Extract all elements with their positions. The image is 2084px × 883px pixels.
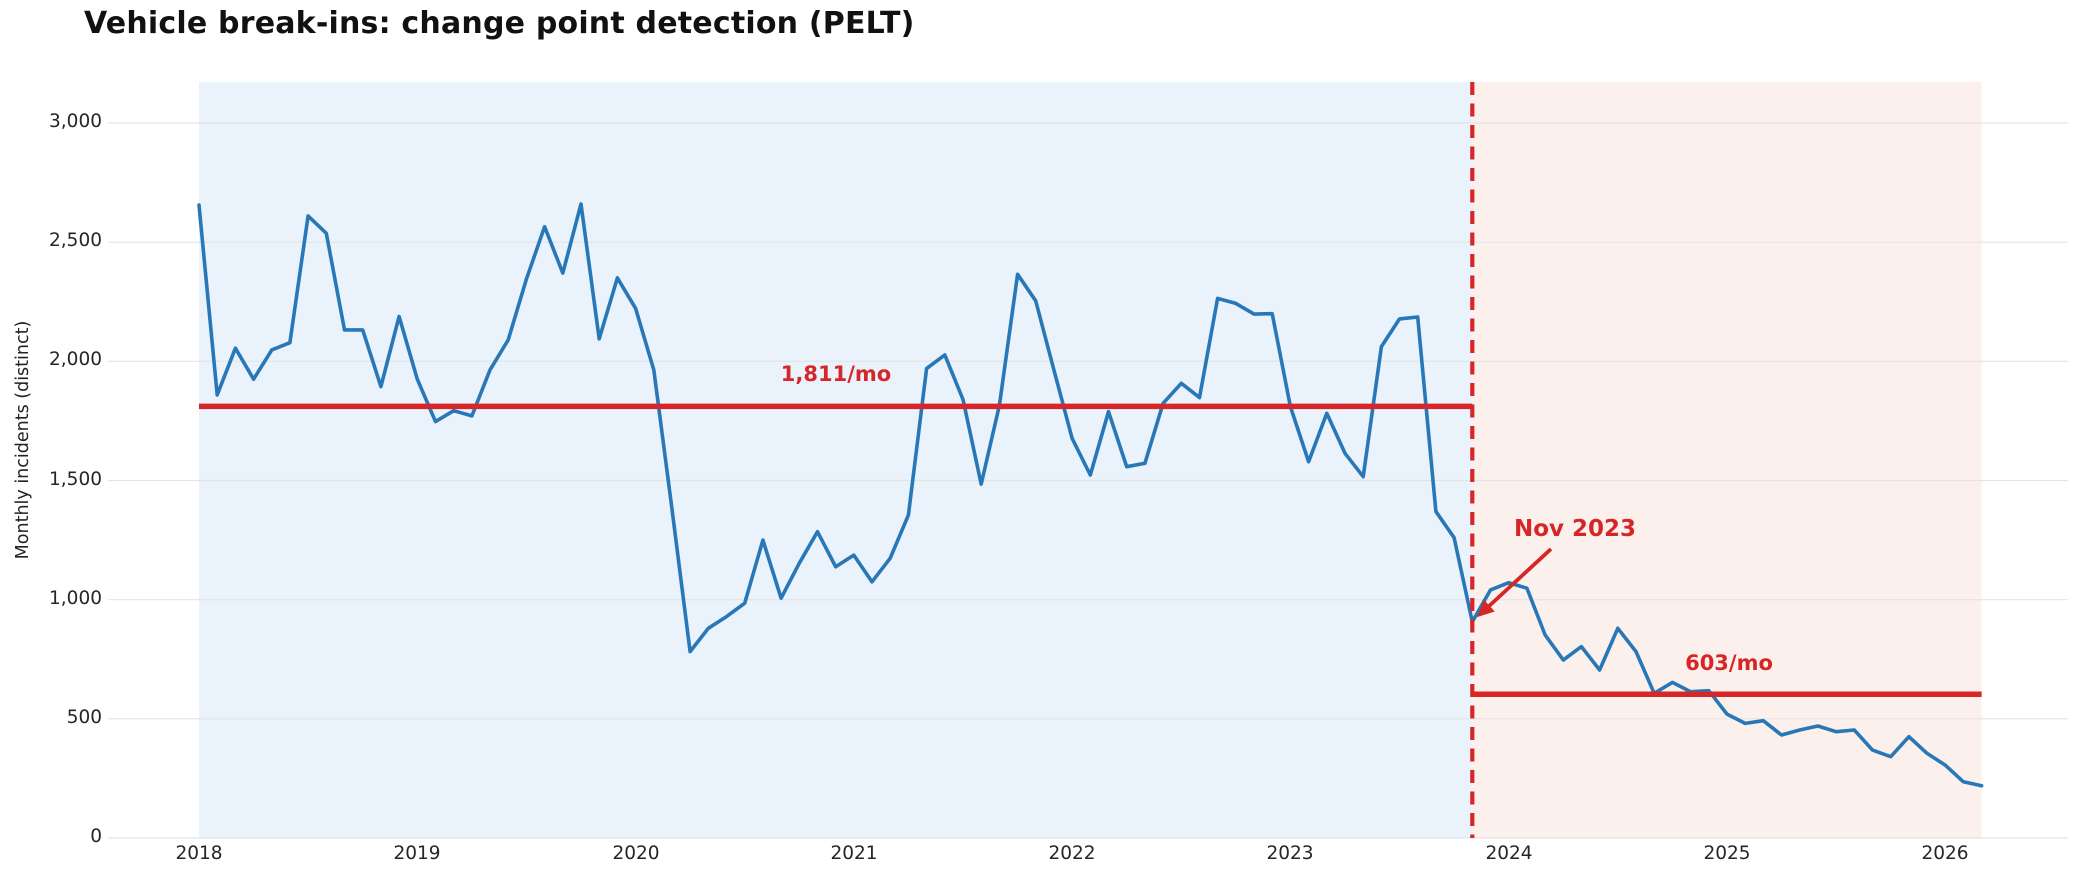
incidents-line	[197, 202, 1984, 788]
x-tick-label: 2026	[1921, 843, 1969, 864]
y-tick-label: 1,000	[49, 588, 102, 609]
y-tick-label: 0	[90, 826, 102, 847]
x-tick-label: 2018	[175, 843, 223, 864]
pre-change-band	[199, 82, 1473, 838]
x-tick-label: 2025	[1703, 843, 1751, 864]
chart-title: Vehicle break-ins: change point detectio…	[84, 6, 915, 41]
x-tick-label: 2019	[393, 843, 441, 864]
x-tick-label: 2024	[1485, 843, 1533, 864]
y-tick-label: 3,000	[49, 111, 102, 132]
x-tick-label: 2022	[1048, 843, 1096, 864]
pre-mean-annotation: 1,811/mo	[780, 362, 892, 386]
x-tick-label: 2023	[1266, 843, 1314, 864]
change-point-annotation: Nov 2023	[1513, 516, 1637, 542]
y-tick-label: 2,500	[49, 230, 102, 251]
post-mean-annotation: 603/mo	[1685, 651, 1773, 675]
change-point-arrow	[1476, 547, 1553, 618]
y-tick-label: 500	[66, 707, 102, 728]
x-tick-label: 2021	[830, 843, 878, 864]
y-tick-label: 2,000	[49, 349, 102, 370]
post-change-band	[1472, 82, 1982, 838]
x-tick-label: 2020	[612, 843, 660, 864]
y-tick-label: 1,500	[49, 469, 102, 490]
